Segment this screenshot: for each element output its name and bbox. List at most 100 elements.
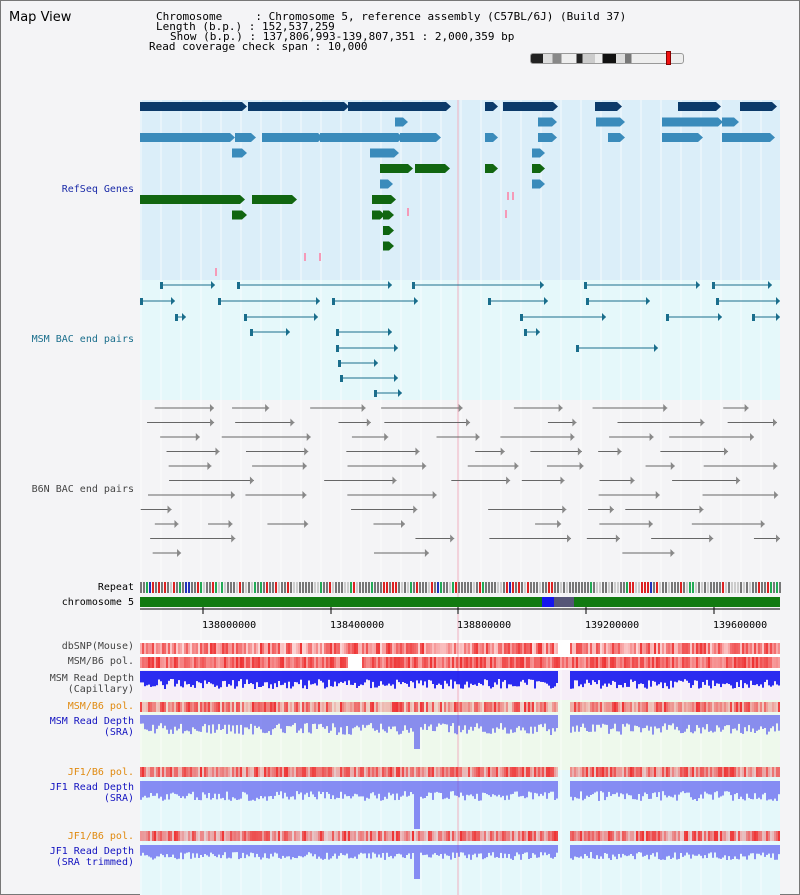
- polymorphism-bin: [402, 767, 404, 777]
- b6n-bac-end: [560, 476, 565, 485]
- polymorphism-bin: [312, 767, 314, 777]
- read-depth-bin: [652, 671, 654, 681]
- chromosome-ideogram[interactable]: [530, 53, 684, 64]
- polymorphism-bin: [498, 767, 500, 777]
- read-depth-bin: [198, 671, 200, 683]
- polymorphism-bin: [228, 657, 230, 668]
- refseq-gene: [380, 179, 388, 189]
- read-depth-bin: [630, 781, 632, 796]
- gene-arrow: [380, 210, 385, 220]
- read-depth-bin: [266, 715, 268, 733]
- read-depth-bin: [360, 845, 362, 853]
- read-depth-bin: [726, 715, 728, 726]
- read-depth-bin: [654, 671, 656, 682]
- polymorphism-bin: [748, 643, 750, 654]
- polymorphism-bin: [162, 767, 164, 777]
- read-depth-bin: [278, 715, 280, 724]
- repeat-mark: [638, 582, 640, 593]
- polymorphism-bin: [478, 643, 480, 654]
- read-depth-bin: [674, 781, 676, 795]
- polymorphism-bin: [292, 702, 294, 712]
- read-depth-bin: [634, 845, 636, 860]
- polymorphism-bin: [476, 831, 478, 841]
- read-depth-bin: [774, 845, 776, 860]
- read-depth-bin: [582, 715, 584, 724]
- b6n-bac-end: [209, 404, 214, 412]
- polymorphism-bin: [362, 767, 364, 777]
- polymorphism-bin: [206, 702, 208, 712]
- polymorphism-bin: [490, 831, 492, 841]
- polymorphism-bin: [528, 831, 530, 841]
- read-depth-bin: [772, 715, 774, 727]
- polymorphism-bin: [516, 767, 518, 777]
- polymorphism-bin: [314, 702, 316, 712]
- read-depth-bin: [548, 845, 550, 854]
- polymorphism-bin: [718, 657, 720, 668]
- polymorphism-bin: [444, 657, 446, 668]
- polymorphism-bin: [480, 657, 482, 668]
- read-depth-bin: [650, 671, 652, 687]
- polymorphism-bin: [578, 831, 580, 841]
- polymorphism-bin: [652, 657, 654, 668]
- read-depth-bin: [270, 671, 272, 685]
- polymorphism-bin: [766, 643, 768, 654]
- polymorphism-bin: [156, 831, 158, 841]
- polymorphism-bin: [274, 702, 276, 712]
- polymorphism-bin: [140, 643, 142, 654]
- repeat-mark: [224, 582, 226, 593]
- read-depth-bin: [768, 671, 770, 686]
- read-depth-bin: [178, 715, 180, 729]
- polymorphism-bin: [576, 767, 578, 777]
- polymorphism-bin: [338, 767, 340, 777]
- refseq-gene: [485, 133, 493, 142]
- polymorphism-bin: [418, 767, 420, 777]
- read-depth-bin: [538, 781, 540, 797]
- read-depth-bin: [180, 781, 182, 798]
- repeat-mark: [155, 582, 157, 593]
- read-depth-bin: [774, 671, 776, 682]
- read-depth-bin: [306, 671, 308, 689]
- read-depth-bin: [450, 715, 452, 726]
- read-depth-bin: [596, 715, 598, 725]
- read-depth-bin: [246, 671, 248, 680]
- label-msm-b6-pol-sra: MSM/B6 pol.: [67, 701, 134, 712]
- polymorphism-bin: [662, 767, 664, 777]
- polymorphism-bin: [212, 657, 214, 668]
- read-depth-bin: [216, 845, 218, 858]
- polymorphism-bin: [550, 643, 552, 654]
- read-depth-bin: [198, 781, 200, 800]
- polymorphism-bin: [448, 643, 450, 654]
- polymorphism-bin: [738, 643, 740, 654]
- read-depth-bin: [738, 671, 740, 687]
- repeat-mark: [509, 582, 511, 593]
- polymorphism-bin: [776, 831, 778, 841]
- polymorphism-bin: [518, 702, 520, 712]
- polymorphism-bin: [364, 702, 366, 712]
- read-depth-bin: [486, 715, 488, 734]
- polymorphism-bin: [712, 657, 714, 668]
- repeat-mark: [368, 582, 370, 593]
- read-depth-bin: [742, 671, 744, 689]
- refseq-gene: [485, 102, 493, 111]
- read-depth-bin: [202, 671, 204, 689]
- polymorphism-bin: [506, 643, 508, 654]
- read-depth-bin: [386, 781, 388, 799]
- polymorphism-bin: [354, 643, 356, 654]
- read-depth-bin: [718, 845, 720, 859]
- polymorphism-bin: [598, 831, 600, 841]
- read-depth-bin: [204, 845, 206, 854]
- read-depth-bin: [346, 845, 348, 854]
- polymorphism-bin: [334, 767, 336, 777]
- read-depth-bin: [556, 715, 558, 728]
- read-depth-bin: [646, 715, 648, 726]
- polymorphism-bin: [224, 831, 226, 841]
- polymorphism-bin: [344, 767, 346, 777]
- read-depth-bin: [620, 781, 622, 794]
- polymorphism-bin: [752, 702, 754, 712]
- read-depth-bin: [468, 671, 470, 688]
- read-depth-bin: [380, 671, 382, 682]
- polymorphism-bin: [192, 767, 194, 777]
- polymorphism-bin: [594, 831, 596, 841]
- polymorphism-bin: [614, 767, 616, 777]
